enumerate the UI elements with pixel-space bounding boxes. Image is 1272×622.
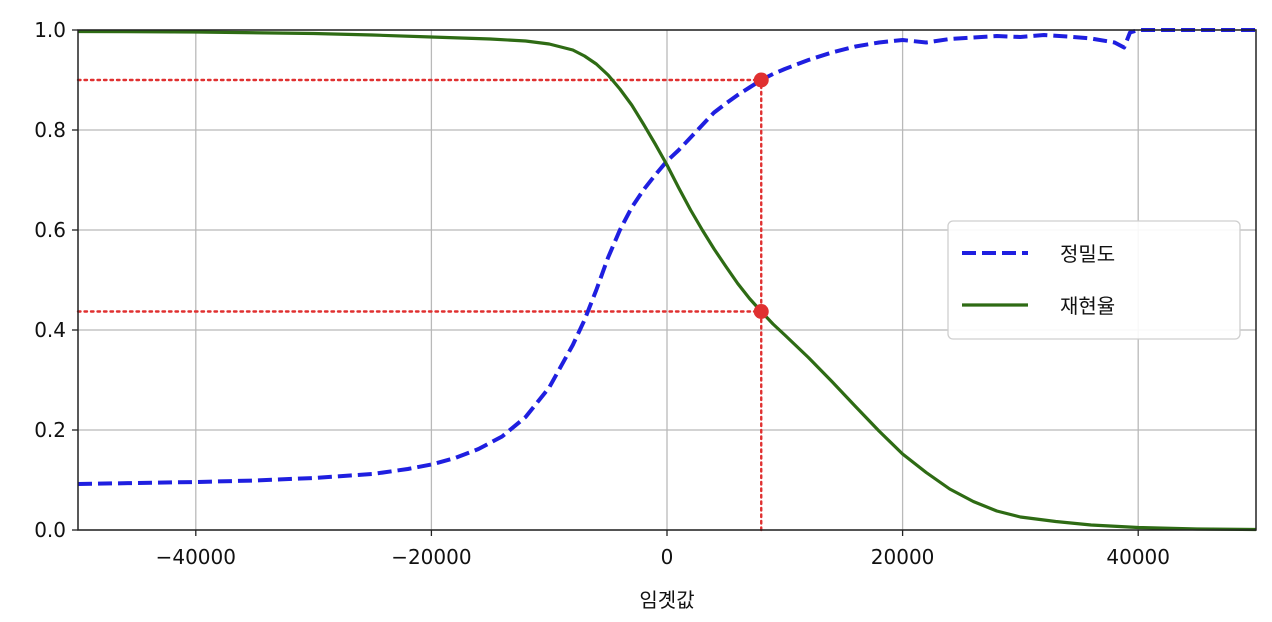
legend-label: 정밀도 — [1060, 242, 1115, 266]
y-tick-label: 0.2 — [34, 418, 66, 442]
y-tick-label: 0.4 — [34, 318, 66, 342]
y-tick-label: 0.8 — [34, 118, 66, 142]
x-tick-label: 40000 — [1106, 545, 1170, 569]
legend-label: 재현율 — [1060, 294, 1115, 318]
legend-box — [947, 220, 1241, 340]
axis-ticks: −40000 −20000 0 20000 40000 0.0 0.2 0.4 0.6 0.8 1.… — [34, 18, 1170, 569]
threshold-point — [753, 72, 769, 88]
annotation-lines — [76, 78, 763, 532]
x-tick-label: 20000 — [871, 545, 935, 569]
x-tick-label: −40000 — [156, 545, 236, 569]
x-tick-label: −20000 — [391, 545, 471, 569]
recall-line — [77, 29, 1257, 532]
x-tick-label: 0 — [661, 545, 674, 569]
y-tick-label: 0.0 — [34, 518, 66, 542]
annotation-points — [753, 72, 769, 319]
x-axis-label: 임곗값 — [639, 588, 694, 612]
precision-line — [77, 28, 1256, 486]
y-tick-label: 0.6 — [34, 218, 66, 242]
threshold-point — [753, 304, 769, 319]
y-tick-label: 1.0 — [34, 18, 66, 42]
series-lines — [77, 28, 1257, 532]
